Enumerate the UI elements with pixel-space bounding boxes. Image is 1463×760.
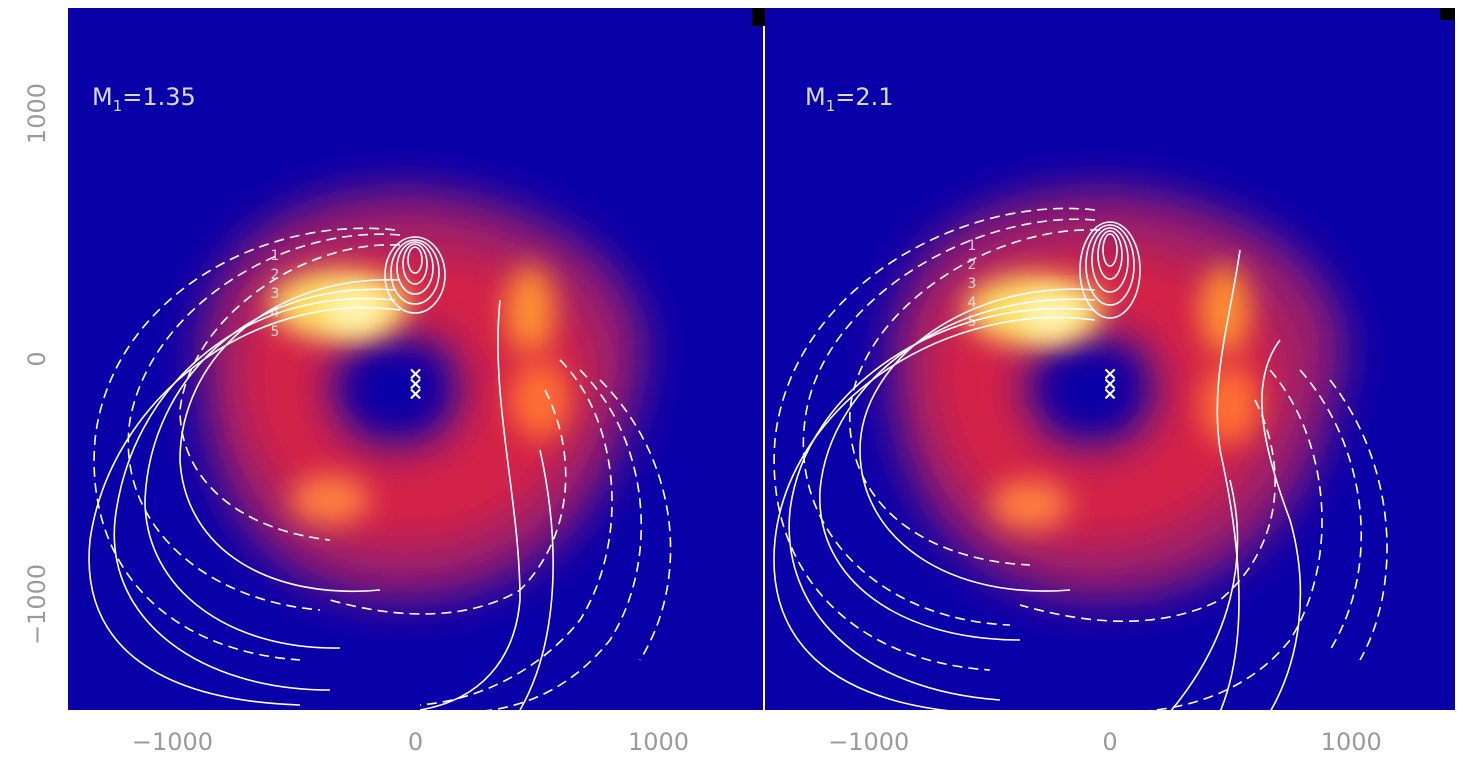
marker-cross: × [1102,364,1117,385]
orbit-solid-2 [788,307,1096,701]
panel-right-background [765,8,1455,710]
marker-cross: × [408,364,423,385]
orbit-dashed-3 [849,229,1101,566]
panel-left-markers: ××× [408,364,423,405]
panel-right-emission [890,189,1344,601]
x-tick-label: 1000 [628,728,689,756]
y-tick-label: 0 [23,351,51,366]
lobe-contour-1 [1079,221,1141,319]
x-tick-label: 0 [408,728,423,756]
lobe-contour-1 [384,236,446,314]
marker-cross: × [1102,374,1117,395]
orbit-dashed-3 [179,244,401,541]
arc-label: 2 [968,257,977,273]
arc-label: 4 [968,295,977,311]
marker-cross: × [408,383,423,404]
orbit-dashed-6 [1329,379,1388,661]
y-tick-label: −1000 [23,564,51,645]
panel-left-background [68,8,763,710]
panel-left-label-sub: 1 [113,97,123,115]
panel-right-label-value: =2.1 [835,83,893,111]
orbit-solid-3 [819,298,1096,641]
panel-right-label-sub: 1 [826,97,836,115]
panel-left-label: M1=1.35 [92,83,196,115]
arc-label: 1 [271,248,280,264]
orbit-dashed-4 [1147,369,1323,710]
orbit-solid-4 [179,279,401,592]
lobe-contour-4 [1097,230,1123,280]
orbit-solid-5 [1216,249,1241,710]
lobe-contour-4 [402,243,428,285]
emission-hotspot-right [1200,265,1250,355]
orbit-dashed-5 [1299,369,1362,651]
panel-left-x-ticks: −1000 0 1000 [132,728,689,756]
panel-right-label: M1=2.1 [805,83,894,115]
panel-left-label-main: M [92,83,113,111]
lobe-contour-5 [1102,233,1118,267]
panel-left-corner [752,8,765,26]
panel-right-x-ticks: −1000 0 1000 [828,728,1382,756]
emission-hotspot-lower [990,480,1070,530]
x-tick-label: −1000 [132,728,213,756]
orbit-dashed-2 [802,218,1096,626]
orbit-dashed-7 [329,389,567,615]
orbit-dashed-1 [93,227,396,661]
orbit-solid-6 [519,449,554,710]
x-tick-label: −1000 [828,728,909,756]
x-tick-label: 1000 [1321,728,1382,756]
panel-right-contours [773,207,1388,710]
lobe-contour-3 [396,241,434,295]
orbit-solid-2 [113,297,396,691]
arc-label: 3 [968,276,977,292]
marker-cross: × [1102,383,1117,404]
emission-hotspot-lower [290,475,370,525]
emission-hotspot-right-lower [510,360,570,440]
orbit-solid-5 [419,299,521,710]
lobe-contour-2 [1085,224,1135,306]
orbit-dashed-4 [419,359,613,706]
arc-label: 2 [271,267,280,283]
arc-label: 3 [271,286,280,302]
orbit-solid-4 [859,288,1096,592]
marker-cross: × [408,374,423,395]
arc-label: 5 [271,324,280,340]
lobe-contour-3 [1091,227,1129,293]
orbit-dashed-7 [1019,399,1276,622]
panel-left-label-value: =1.35 [122,83,196,111]
panel-right-label-main: M [805,83,826,111]
orbit-dashed-1 [773,207,1096,671]
x-tick-label: 0 [1102,728,1117,756]
panel-left-contours [88,227,672,710]
emission-hotspot-right [505,265,555,355]
emission-hotspot-core [1020,295,1080,335]
orbit-solid-7 [1170,479,1239,710]
orbit-dashed-2 [127,233,401,611]
orbit-solid-6 [1261,339,1302,710]
panel-right-corner [1440,8,1455,20]
arc-label: 1 [968,238,977,254]
emission-hotspot-right-lower [1200,365,1260,445]
orbit-solid-3 [144,288,396,649]
arc-label: 4 [271,305,280,321]
panel-right-markers: ××× [1102,364,1117,405]
orbit-solid-1 [773,316,1096,710]
orbit-solid-1 [88,306,401,706]
y-tick-label: 1000 [23,83,51,144]
panel-left-y-ticks: −1000 0 1000 [23,83,51,645]
lobe-contour-2 [390,239,440,305]
arc-label: 5 [968,314,977,330]
panel-left-arc-labels: 1 2 3 4 5 [271,248,280,340]
lobe-contour-5 [407,246,423,274]
panel-right-arc-labels: 1 2 3 4 5 [968,238,977,330]
